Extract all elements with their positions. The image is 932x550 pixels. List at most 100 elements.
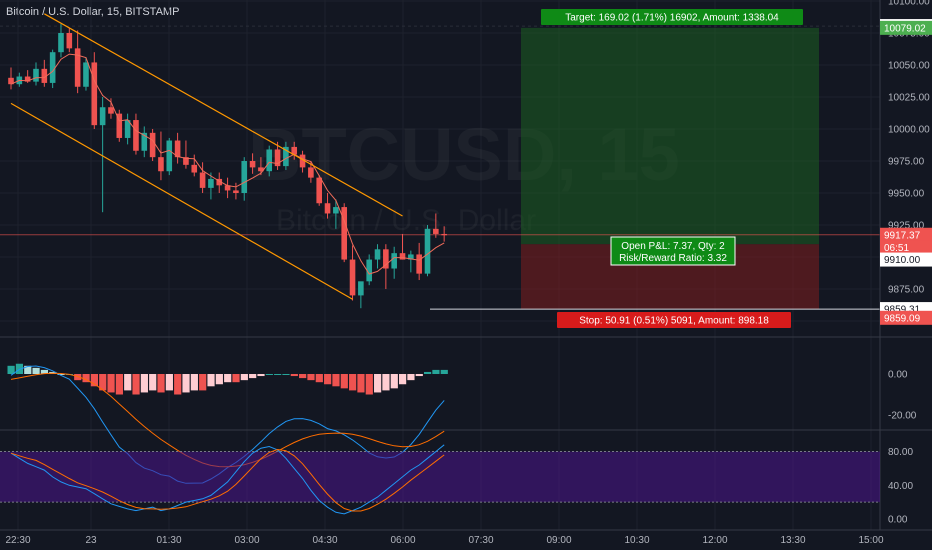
price-marker: 9917.37 xyxy=(884,230,921,241)
target-label-text: Target: 169.02 (1.71%) 16902, Amount: 13… xyxy=(565,13,779,24)
price-marker: 9910.00 xyxy=(884,255,921,266)
stoch-tick: 0.00 xyxy=(888,515,908,526)
price-tick: 10100.00 xyxy=(888,0,930,8)
candle-body xyxy=(408,254,414,260)
price-tick: 9875.00 xyxy=(888,285,925,296)
pnl-line-1: Open P&L: 7.37, Qty: 2 xyxy=(621,241,725,252)
macd-bar xyxy=(40,369,49,374)
candle-body xyxy=(183,157,189,165)
macd-bar xyxy=(207,374,215,387)
candle-body xyxy=(141,132,148,151)
time-tick: 13:30 xyxy=(780,535,805,546)
price-marker: 10079.02 xyxy=(884,23,926,34)
macd-bar xyxy=(232,374,240,383)
time-tick: 06:00 xyxy=(390,535,415,546)
stoch-band xyxy=(0,451,880,503)
macd-bar xyxy=(32,367,40,374)
candle-body xyxy=(216,178,223,186)
macd-bar xyxy=(324,374,332,385)
target-label[interactable]: Target: 169.02 (1.71%) 16902, Amount: 13… xyxy=(541,9,803,25)
candle-body xyxy=(424,228,431,274)
candle-body xyxy=(174,140,181,158)
candle-body xyxy=(391,253,397,269)
macd-bar xyxy=(365,374,373,395)
macd-bar xyxy=(190,374,198,391)
macd-bar xyxy=(215,374,223,385)
candle-body xyxy=(116,113,123,138)
time-tick: 22:30 xyxy=(5,535,30,546)
price-marker: 9859.31 xyxy=(884,305,921,316)
macd-bar xyxy=(265,374,273,375)
symbol-title[interactable]: Bitcoin / U.S. Dollar, 15, BITSTAMP xyxy=(6,6,180,18)
candle-body xyxy=(158,157,164,172)
target-label-bg xyxy=(541,9,803,25)
candle-body xyxy=(99,107,106,126)
price-tick: 9975.00 xyxy=(888,157,925,168)
macd-bar xyxy=(349,374,357,391)
candle-body xyxy=(133,120,139,151)
macd-bar xyxy=(107,374,115,393)
macd-bar xyxy=(182,374,190,393)
price-tick: 9950.00 xyxy=(888,189,925,200)
macd-bar xyxy=(224,374,232,383)
candle-body xyxy=(283,146,289,167)
macd-bar xyxy=(82,374,90,383)
macd-bar xyxy=(132,374,140,395)
macd-bar xyxy=(382,374,390,391)
macd-bar xyxy=(99,374,107,391)
candle-body xyxy=(191,164,198,173)
candle-body xyxy=(91,62,98,126)
candle-body xyxy=(291,146,298,155)
time-tick: 15:00 xyxy=(858,535,883,546)
pnl-line-2: Risk/Reward Ratio: 3.32 xyxy=(619,253,727,264)
candle-body xyxy=(341,207,347,260)
candle-body xyxy=(383,249,389,269)
stop-label-text: Stop: 50.91 (0.51%) 5091, Amount: 898.18 xyxy=(579,316,769,327)
candle-body xyxy=(366,259,372,282)
candle-body xyxy=(274,149,281,167)
price-marker: 9859.09 xyxy=(884,313,921,324)
macd-bar xyxy=(407,374,415,381)
candle-body xyxy=(149,132,156,158)
stop-label[interactable]: Stop: 50.91 (0.51%) 5091, Amount: 898.18 xyxy=(557,312,791,328)
macd-bar xyxy=(399,374,407,385)
macd-bar xyxy=(432,369,440,374)
candle-body xyxy=(224,185,231,191)
candle-body xyxy=(299,154,306,168)
candle-body xyxy=(24,76,31,82)
candle-body xyxy=(66,33,73,49)
candle-body xyxy=(358,281,364,296)
macd-bar xyxy=(290,374,298,377)
candle-body xyxy=(8,77,14,85)
macd-bar xyxy=(257,374,265,377)
candle-body xyxy=(433,228,439,234)
macd-bar xyxy=(315,374,323,383)
candle-body xyxy=(208,178,214,188)
macd-bar xyxy=(115,374,123,395)
candle-body xyxy=(416,254,422,274)
candle-body xyxy=(74,48,81,87)
candle-body xyxy=(58,33,64,53)
macd-bar xyxy=(149,374,157,391)
candle-body xyxy=(83,62,89,87)
candle-body xyxy=(258,167,264,172)
time-tick: 10:30 xyxy=(624,535,649,546)
candle-body xyxy=(399,253,406,260)
price-marker-bg xyxy=(880,310,932,325)
stop-label-bg xyxy=(557,312,791,328)
macd-bar xyxy=(124,374,132,391)
macd-bar xyxy=(357,374,365,393)
time-tick: 07:30 xyxy=(468,535,493,546)
candle-body xyxy=(108,107,114,114)
time-tick: 03:00 xyxy=(234,535,259,546)
channel-upper-line xyxy=(44,13,403,217)
macd-bar xyxy=(157,374,165,393)
price-tick: 10000.00 xyxy=(888,125,930,136)
candle-body xyxy=(441,233,447,236)
macd-bar xyxy=(424,371,432,374)
macd-bar xyxy=(440,369,448,374)
candle-body xyxy=(241,161,248,193)
candle-body xyxy=(316,177,323,204)
